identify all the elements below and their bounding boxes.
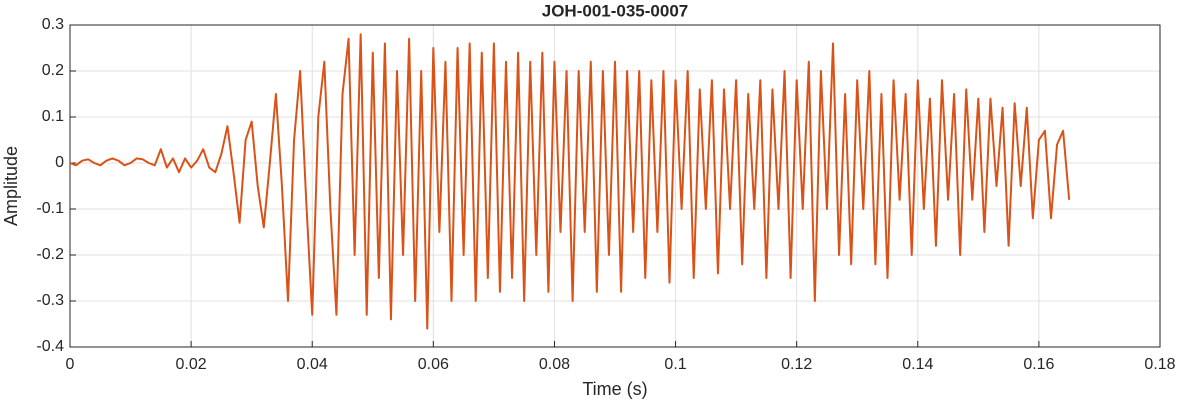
y-tick-label: -0.1 bbox=[36, 200, 64, 217]
x-tick-label: 0.16 bbox=[1023, 356, 1054, 373]
x-tick-label: 0 bbox=[66, 356, 75, 373]
chart-title: JOH-001-035-0007 bbox=[542, 1, 688, 20]
x-tick-label: 0.04 bbox=[297, 356, 328, 373]
plot-frame bbox=[69, 24, 1161, 348]
y-tick-label: 0 bbox=[55, 154, 64, 171]
y-axis-label: Amplitude bbox=[1, 146, 21, 226]
waveform-line bbox=[69, 33, 1071, 330]
x-axis-label: Time (s) bbox=[582, 379, 647, 399]
y-tick-label: 0.3 bbox=[42, 16, 64, 33]
x-tick-label: 0.18 bbox=[1144, 356, 1175, 373]
x-tick-label: 0.1 bbox=[664, 356, 686, 373]
x-tick-label: 0.12 bbox=[781, 356, 812, 373]
y-tick-label: -0.4 bbox=[36, 338, 64, 355]
y-tick-label: -0.2 bbox=[36, 246, 64, 263]
x-tick-label: 0.14 bbox=[902, 356, 933, 373]
y-tick-label: -0.3 bbox=[36, 292, 64, 309]
y-tick-label: 0.1 bbox=[42, 108, 64, 125]
x-tick-label: 0.08 bbox=[539, 356, 570, 373]
x-tick-label: 0.02 bbox=[176, 356, 207, 373]
x-tick-label: 0.06 bbox=[418, 356, 449, 373]
y-tick-label: 0.2 bbox=[42, 62, 64, 79]
